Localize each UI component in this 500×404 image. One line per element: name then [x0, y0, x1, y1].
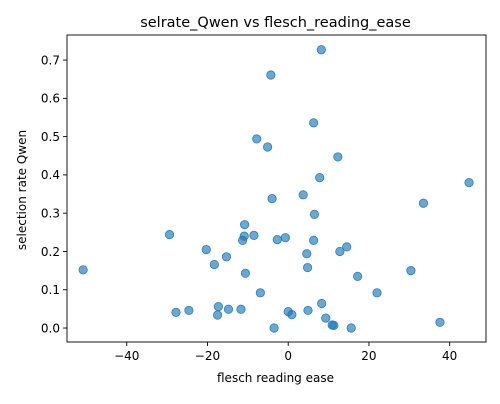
scatter-point	[272, 235, 282, 245]
scatter-point	[252, 134, 262, 144]
scatter-point	[269, 323, 279, 333]
x-tick-label: −40	[114, 349, 139, 363]
y-tick-label: 0.4	[41, 168, 60, 182]
y-tick-label: 0.2	[41, 245, 60, 259]
scatter-point	[263, 142, 273, 152]
scatter-point	[335, 246, 345, 257]
scatter-point	[184, 305, 194, 316]
scatter-point	[240, 268, 251, 278]
scatter-point	[287, 310, 297, 320]
scatter-point	[315, 172, 325, 183]
scatter-point	[342, 242, 352, 252]
x-axis-label: flesch reading ease	[217, 371, 334, 385]
scatter-point	[435, 317, 445, 327]
y-tick-label: 0.5	[41, 130, 60, 144]
scatter-point	[201, 244, 211, 255]
scatter-point	[223, 304, 234, 314]
y-tick-label: 0.0	[41, 321, 60, 335]
scatter-point	[171, 307, 181, 317]
x-tick-label: −20	[195, 349, 220, 363]
scatter-point	[309, 235, 319, 245]
y-axis-label: selection rate Qwen	[15, 130, 29, 250]
scatter-point	[236, 304, 246, 314]
x-tick-label: 20	[361, 349, 376, 363]
scatter-point	[317, 298, 327, 309]
y-tick-label: 0.3	[41, 206, 60, 220]
scatter-point	[309, 118, 319, 128]
scatter-point	[255, 288, 265, 298]
scatter-point	[464, 177, 474, 188]
plot-frame	[66, 34, 487, 343]
scatter-point	[240, 220, 250, 230]
scatter-point	[221, 252, 232, 262]
scatter-point	[237, 235, 248, 245]
scatter-point	[372, 288, 382, 298]
scatter-point	[266, 70, 276, 80]
scatter-point	[418, 198, 429, 208]
scatter-point	[316, 45, 326, 55]
scatter-point	[164, 230, 175, 240]
scatter-point	[267, 194, 277, 204]
x-tick-label: 40	[442, 349, 457, 363]
scatter-point	[303, 305, 313, 316]
chart-title: selrate_Qwen vs flesch_reading_ease	[140, 15, 411, 31]
scatter-point	[249, 230, 259, 240]
scatter-point	[353, 271, 363, 281]
y-tick-label: 0.6	[41, 92, 60, 106]
scatter-point	[302, 262, 313, 273]
y-tick-label: 0.7	[41, 53, 60, 67]
scatter-point	[280, 233, 290, 243]
scatter-point	[212, 310, 223, 320]
scatter-point	[78, 265, 88, 275]
scatter-point	[309, 209, 320, 219]
scatter-point	[321, 313, 331, 323]
x-tick-label: 0	[284, 349, 292, 363]
scatter-point	[302, 249, 312, 259]
points-layer	[78, 45, 474, 333]
scatter-point	[298, 190, 308, 200]
scatter-point	[346, 323, 356, 333]
y-axis: 0.0 0.1 0.2 0.3 0.4 0.5 0.6 0.7	[41, 53, 67, 335]
scatter-point	[209, 259, 219, 270]
y-tick-label: 0.1	[41, 283, 60, 297]
scatter-point	[213, 301, 223, 312]
scatter-point	[329, 320, 339, 330]
scatter-point	[333, 152, 343, 162]
x-axis: −40 −20 0 20 40	[114, 342, 457, 363]
scatter-point	[406, 266, 416, 276]
